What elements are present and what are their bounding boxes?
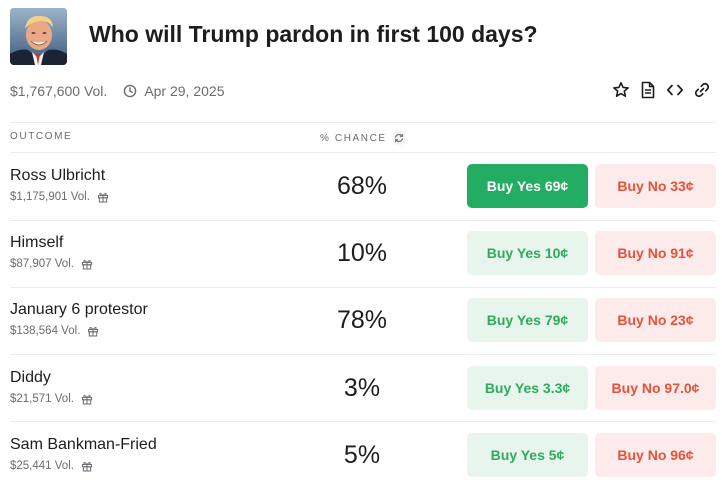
outcome-volume-text: $87,907 Vol. — [10, 258, 74, 271]
gift-icon[interactable] — [81, 258, 93, 270]
buy-no-button[interactable]: Buy No 96¢ — [595, 432, 716, 477]
outcome-volume-text: $21,571 Vol. — [10, 392, 74, 405]
buy-yes-button[interactable]: Buy Yes 69¢ — [467, 164, 588, 208]
code-embed-icon[interactable] — [665, 80, 685, 100]
col-chance-header: % CHANCE — [320, 131, 406, 145]
outcome-name: Himself — [10, 234, 64, 252]
outcome-volume: $21,571 Vol. — [10, 393, 93, 405]
buy-no-button[interactable]: Buy No 33¢ — [595, 164, 716, 208]
divider — [10, 122, 716, 123]
refresh-icon[interactable] — [392, 131, 406, 145]
buy-no-button[interactable]: Buy No 23¢ — [595, 298, 716, 343]
market-header — [10, 7, 67, 65]
row-divider — [10, 421, 716, 423]
star-icon[interactable] — [611, 80, 631, 100]
row-divider — [10, 286, 716, 288]
outcome-chance: 68% — [336, 172, 388, 200]
outcome-row: Himself $87,907 Vol. 10% Buy Yes 10¢ Buy… — [10, 220, 716, 287]
outcome-chance: 5% — [343, 440, 381, 469]
market-title: Who will Trump pardon in first 100 days? — [89, 21, 538, 47]
link-icon[interactable] — [692, 80, 712, 100]
market-meta: $1,767,600 Vol. Apr 29, 2025 — [10, 82, 224, 100]
outcome-name: Diddy — [10, 368, 51, 386]
outcome-chance: 10% — [336, 239, 388, 268]
clock-icon — [124, 84, 137, 98]
buy-no-button[interactable]: Buy No 97.0¢ — [595, 365, 716, 410]
buy-yes-button[interactable]: Buy Yes 5¢ — [467, 432, 588, 477]
gift-icon[interactable] — [81, 460, 93, 472]
divider — [10, 152, 716, 153]
outcome-volume: $87,907 Vol. — [10, 258, 93, 270]
outcome-row: Diddy $21,571 Vol. 3% Buy Yes 3.3¢ Buy N… — [10, 355, 716, 422]
gift-icon[interactable] — [97, 191, 109, 203]
end-date-text: Apr 29, 2025 — [144, 83, 225, 99]
outcome-volume: $25,441 Vol. — [10, 460, 93, 472]
outcome-name: Sam Bankman-Fried — [10, 435, 157, 453]
outcome-chance: 78% — [336, 306, 388, 335]
outcome-row: Sam Bankman-Fried $25,441 Vol. 5% Buy Ye… — [10, 422, 716, 488]
outcome-name: Ross Ulbricht — [10, 167, 106, 184]
buy-no-button[interactable]: Buy No 91¢ — [595, 231, 716, 276]
outcome-volume: $138,564 Vol. — [10, 325, 99, 337]
buy-yes-button[interactable]: Buy Yes 79¢ — [467, 298, 588, 343]
document-icon[interactable] — [638, 80, 658, 100]
market-actions — [604, 80, 712, 100]
gift-icon[interactable] — [87, 325, 99, 337]
outcome-chance: 3% — [343, 373, 381, 402]
outcome-volume-text: $1,175,901 Vol. — [10, 191, 90, 203]
outcome-row: January 6 protestor $138,564 Vol. 78% Bu… — [10, 287, 716, 354]
outcome-volume-text: $138,564 Vol. — [10, 325, 81, 338]
market-volume: $1,767,600 Vol. — [10, 83, 108, 99]
col-chance-label: % CHANCE — [320, 132, 387, 144]
col-outcome-header: OUTCOME — [10, 131, 73, 142]
outcome-volume-text: $25,441 Vol. — [10, 459, 74, 472]
outcome-name: January 6 protestor — [10, 301, 148, 319]
outcome-row: Ross Ulbricht $1,175,901 Vol. 68% Buy Ye… — [10, 153, 716, 220]
trump-portrait-icon — [10, 7, 67, 65]
buy-yes-button[interactable]: Buy Yes 10¢ — [467, 231, 588, 276]
gift-icon[interactable] — [81, 393, 93, 405]
buy-yes-button[interactable]: Buy Yes 3.3¢ — [467, 365, 588, 410]
row-divider — [10, 354, 716, 356]
outcome-volume: $1,175,901 Vol. — [10, 191, 109, 203]
market-end-date: Apr 29, 2025 — [123, 83, 224, 99]
row-divider — [10, 219, 716, 221]
